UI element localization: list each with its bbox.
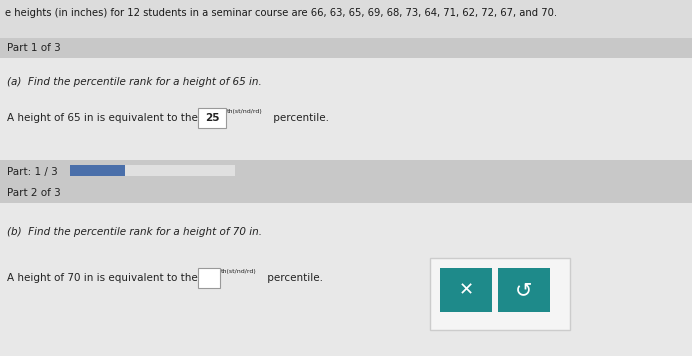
Text: Part 1 of 3: Part 1 of 3 <box>7 43 61 53</box>
Bar <box>430 258 570 330</box>
Text: ✕: ✕ <box>458 281 473 299</box>
Text: 25: 25 <box>205 113 219 123</box>
Bar <box>0 183 692 203</box>
Bar <box>198 108 226 128</box>
Bar <box>70 165 125 176</box>
Bar <box>440 268 492 312</box>
Bar <box>0 38 692 58</box>
Text: Part 2 of 3: Part 2 of 3 <box>7 188 61 198</box>
Bar <box>0 58 692 160</box>
Text: A height of 70 in is equivalent to the: A height of 70 in is equivalent to the <box>7 273 201 283</box>
Text: th(st/nd/rd): th(st/nd/rd) <box>227 109 263 114</box>
Text: (a)  Find the percentile rank for a height of 65 in.: (a) Find the percentile rank for a heigh… <box>7 77 262 87</box>
Text: th(st/nd/rd): th(st/nd/rd) <box>221 269 257 274</box>
Text: (b)  Find the percentile rank for a height of 70 in.: (b) Find the percentile rank for a heigh… <box>7 227 262 237</box>
Bar <box>0 160 692 183</box>
Text: percentile.: percentile. <box>264 273 323 283</box>
Text: ↺: ↺ <box>516 280 533 300</box>
Bar <box>198 268 220 288</box>
Text: A height of 65 in is equivalent to the: A height of 65 in is equivalent to the <box>7 113 201 123</box>
Text: percentile.: percentile. <box>270 113 329 123</box>
Text: Part: 1 / 3: Part: 1 / 3 <box>7 167 57 177</box>
Bar <box>0 0 692 38</box>
Bar <box>0 203 692 356</box>
Text: e heights (in inches) for 12 students in a seminar course are 66, 63, 65, 69, 68: e heights (in inches) for 12 students in… <box>5 8 557 18</box>
Bar <box>498 268 550 312</box>
Bar <box>125 165 235 176</box>
